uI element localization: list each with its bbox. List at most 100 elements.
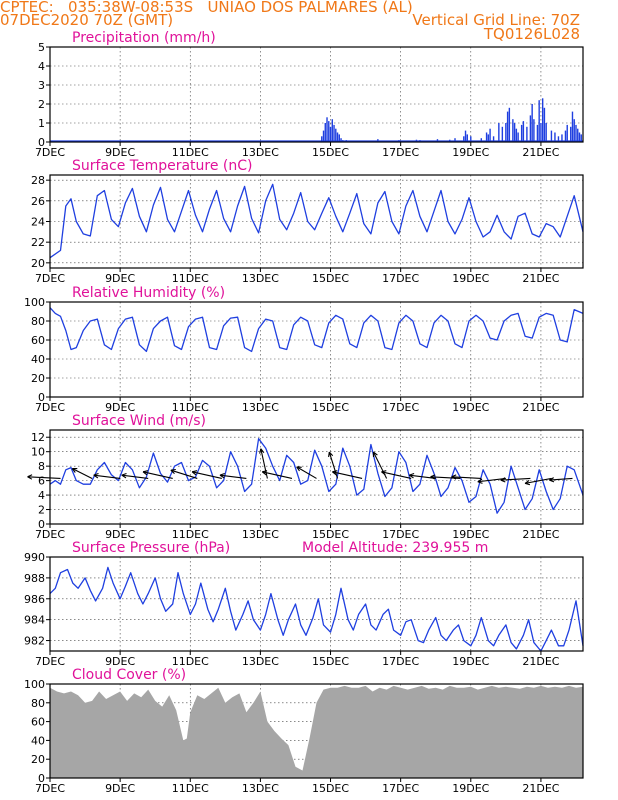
rh-xtick-label: 17DEC bbox=[382, 401, 419, 414]
precip-bar bbox=[536, 124, 539, 142]
precip-bar bbox=[578, 132, 581, 142]
precip-ytick-label: 1 bbox=[38, 117, 45, 130]
wind-vector bbox=[549, 477, 573, 481]
temp-title: Surface Temperature (nC) bbox=[72, 158, 253, 174]
wind-vector bbox=[381, 471, 412, 479]
precip-bar bbox=[324, 123, 326, 142]
rh-xtick-label: 13DEC bbox=[242, 401, 279, 414]
wind-vector bbox=[170, 469, 198, 479]
precip-bar bbox=[538, 100, 540, 142]
precip-bar bbox=[326, 117, 328, 142]
press-ytick-label: 986 bbox=[24, 593, 45, 606]
precip-bar bbox=[501, 126, 504, 142]
header-station-code: TQ0126L028 bbox=[483, 25, 580, 43]
press-ytick-label: 988 bbox=[24, 572, 45, 585]
press-xtick-label: 15DEC bbox=[312, 655, 349, 668]
rh-xtick-label: 19DEC bbox=[452, 401, 489, 414]
wind-xtick-label: 13DEC bbox=[242, 528, 279, 541]
wind-vector-head bbox=[500, 477, 506, 483]
precip-bar bbox=[540, 123, 542, 142]
press-xtick-label: 11DEC bbox=[172, 655, 209, 668]
wind-xtick-label: 17DEC bbox=[382, 528, 419, 541]
cloud-ytick-label: 80 bbox=[31, 697, 45, 710]
wind-vector bbox=[328, 451, 339, 479]
temp-ytick-label: 24 bbox=[31, 216, 45, 229]
rh-frame bbox=[49, 301, 584, 398]
wind-vector-head bbox=[93, 472, 99, 479]
wind-xtick-label: 19DEC bbox=[452, 528, 489, 541]
press-line bbox=[49, 566, 584, 652]
wind-title: Surface Wind (m/s) bbox=[72, 413, 206, 429]
wind-vector bbox=[430, 476, 461, 479]
precip-bar bbox=[561, 134, 563, 142]
wind-vector-head bbox=[191, 470, 198, 476]
temp-xtick-label: 7DEC bbox=[35, 272, 65, 285]
precip-bar bbox=[512, 119, 514, 142]
wind-vector-head bbox=[71, 467, 78, 473]
header-grid-note: Vertical Grid Line: 70Z bbox=[412, 11, 580, 29]
wind-ytick-label: 8 bbox=[38, 460, 45, 473]
temp-xtick-label: 19DEC bbox=[452, 272, 489, 285]
precip-bar bbox=[580, 134, 582, 142]
rh-xtick-label: 11DEC bbox=[172, 401, 209, 414]
cloud-ytick-label: 100 bbox=[24, 678, 45, 691]
precip-bar bbox=[533, 119, 535, 142]
wind-xtick-label: 9DEC bbox=[105, 528, 135, 541]
precip-bar bbox=[464, 130, 467, 142]
wind-vector bbox=[296, 466, 317, 479]
precip-bar bbox=[487, 134, 490, 142]
precip-bar bbox=[531, 104, 533, 142]
wind-vector bbox=[524, 477, 552, 484]
wind-vector-head bbox=[332, 470, 338, 476]
precip-bar bbox=[570, 126, 572, 142]
wind-vector bbox=[93, 474, 121, 479]
temp-ytick-label: 22 bbox=[31, 236, 45, 249]
wind-vector-head bbox=[27, 474, 33, 480]
wind-vector-head bbox=[409, 472, 415, 479]
press-title: Surface Pressure (hPa) bbox=[72, 540, 230, 556]
wind-vector-head bbox=[381, 470, 387, 476]
precip-xtick-label: 9DEC bbox=[105, 146, 135, 159]
precip-ytick-label: 3 bbox=[38, 79, 45, 92]
cloud-xtick-label: 11DEC bbox=[172, 782, 209, 795]
wind-ytick-label: 10 bbox=[31, 446, 45, 459]
wind-vector bbox=[477, 477, 506, 483]
cloud-xtick-label: 19DEC bbox=[452, 782, 489, 795]
precip-bar bbox=[340, 138, 342, 142]
rh-ytick-label: 60 bbox=[31, 334, 45, 347]
precip-bar bbox=[508, 107, 511, 142]
precip-bar bbox=[554, 132, 556, 142]
press-annotation: Model Altitude: 239.955 m bbox=[302, 540, 488, 556]
wind-ytick-label: 2 bbox=[38, 504, 45, 517]
rh-xtick-label: 15DEC bbox=[312, 401, 349, 414]
temp-panel: 20 22 24 26 28 7DEC 9DEC 11DEC 13DEC 15DEC 17DEC 19… bbox=[31, 158, 584, 285]
precip-ytick-label: 4 bbox=[38, 60, 45, 73]
press-xtick-label: 7DEC bbox=[35, 655, 65, 668]
wind-frame bbox=[49, 429, 584, 525]
precip-xtick-label: 17DEC bbox=[382, 146, 419, 159]
precip-bar bbox=[328, 121, 330, 142]
rh-xtick-label: 9DEC bbox=[105, 401, 135, 414]
cloud-ytick-label: 0 bbox=[38, 772, 45, 785]
precip-bar bbox=[575, 124, 577, 142]
precip-ytick-label: 2 bbox=[38, 98, 45, 111]
precip-xtick-label: 13DEC bbox=[242, 146, 279, 159]
temp-xtick-label: 17DEC bbox=[382, 272, 419, 285]
wind-vector-head bbox=[549, 477, 555, 483]
wind-vector bbox=[121, 474, 149, 479]
rh-ytick-label: 0 bbox=[38, 391, 45, 404]
precip-bar bbox=[335, 128, 337, 142]
precip-title: Precipitation (mm/h) bbox=[72, 30, 216, 46]
wind-vector-head bbox=[524, 479, 531, 486]
precip-bar bbox=[333, 124, 335, 142]
wind-vector-head bbox=[477, 478, 483, 484]
precip-bar bbox=[566, 124, 568, 142]
precip-xtick-label: 11DEC bbox=[172, 146, 209, 159]
precip-bar bbox=[331, 119, 333, 142]
precip-bar bbox=[557, 136, 560, 142]
precip-bar bbox=[506, 111, 509, 142]
press-ytick-label: 990 bbox=[24, 551, 45, 564]
header-date: 07DEC2020 70Z (GMT) bbox=[0, 11, 174, 29]
press-xtick-label: 19DEC bbox=[452, 655, 489, 668]
